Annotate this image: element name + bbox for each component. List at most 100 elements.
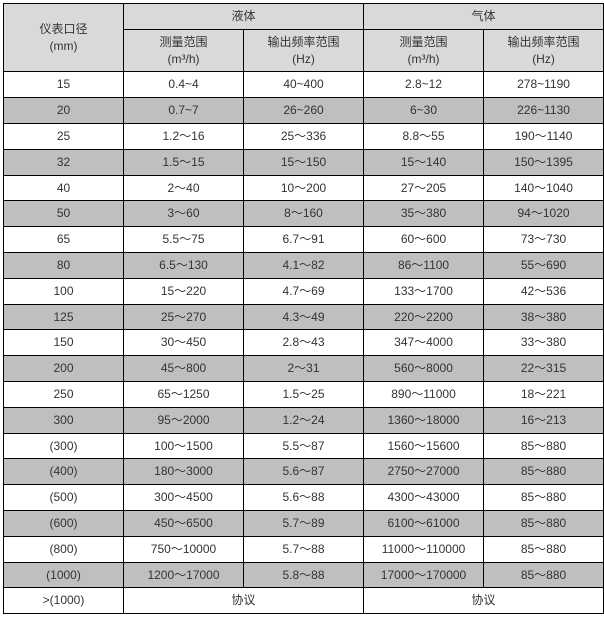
table-body: 150.4~440~4002.8~12278~1190200.7~726~260…	[4, 72, 604, 614]
header-range-unit: (m³/h)	[408, 52, 440, 66]
cell-diameter: 20	[4, 98, 124, 124]
cell-gas-range: 133～1700	[364, 278, 484, 304]
cell-gas-range: 11000～110000	[364, 536, 484, 562]
cell-gas-freq: 140～1040	[484, 175, 604, 201]
cell-gas-range: 1560～15600	[364, 433, 484, 459]
header-range-unit: (m³/h)	[168, 52, 200, 66]
cell-diameter: >(1000)	[4, 588, 124, 614]
table-row: (300)100～15005.5～871560～1560085～880	[4, 433, 604, 459]
cell-gas-freq: 85～880	[484, 485, 604, 511]
cell-gas-freq: 85～880	[484, 510, 604, 536]
cell-liquid-freq: 5.7～89	[244, 510, 364, 536]
header-gas: 气体	[364, 4, 604, 30]
cell-gas-range: 220～2200	[364, 304, 484, 330]
cell-liquid-range: 1.5～15	[124, 149, 244, 175]
table-row: 15030～4502.8～43347～400033～380	[4, 330, 604, 356]
cell-gas-range: 8.8～55	[364, 123, 484, 149]
table-row: 12525～2704.3～49220～220038～380	[4, 304, 604, 330]
header-gas-freq: 输出频率范围 (Hz)	[484, 29, 604, 72]
cell-liquid-range: 3～60	[124, 201, 244, 227]
table-row: 251.2～1625～3368.8～55190～1140	[4, 123, 604, 149]
cell-liquid-range: 0.7~7	[124, 98, 244, 124]
cell-gas-freq: 73～730	[484, 227, 604, 253]
cell-gas-range: 协议	[364, 588, 604, 614]
table-row: (1000)1200～170005.8～8817000～17000085～880	[4, 562, 604, 588]
cell-diameter: 40	[4, 175, 124, 201]
cell-gas-freq: 33～380	[484, 330, 604, 356]
cell-gas-range: 6~30	[364, 98, 484, 124]
cell-gas-freq: 22～315	[484, 356, 604, 382]
cell-gas-range: 6100～61000	[364, 510, 484, 536]
cell-gas-range: 86～1100	[364, 252, 484, 278]
cell-liquid-freq: 4.7～69	[244, 278, 364, 304]
table-header: 仪表口径 (mm) 液体 气体 测量范围 (m³/h) 输出频率范围 (Hz) …	[4, 4, 604, 72]
header-diameter: 仪表口径 (mm)	[4, 4, 124, 72]
cell-gas-freq: 16～213	[484, 407, 604, 433]
cell-diameter: 200	[4, 356, 124, 382]
cell-gas-range: 4300～43000	[364, 485, 484, 511]
cell-diameter: (500)	[4, 485, 124, 511]
cell-gas-range: 890～11000	[364, 381, 484, 407]
cell-gas-freq: 226~1130	[484, 98, 604, 124]
cell-liquid-range: 300～4500	[124, 485, 244, 511]
table-row: 402～4010～20027～205140～1040	[4, 175, 604, 201]
cell-liquid-range: 750～10000	[124, 536, 244, 562]
cell-liquid-range: 25～270	[124, 304, 244, 330]
cell-diameter: 300	[4, 407, 124, 433]
table-row: 25065～12501.5～25890～1100018～221	[4, 381, 604, 407]
cell-liquid-range: 30～450	[124, 330, 244, 356]
cell-liquid-range: 45～800	[124, 356, 244, 382]
cell-gas-range: 17000～170000	[364, 562, 484, 588]
cell-liquid-freq: 25～336	[244, 123, 364, 149]
table-row: >(1000)协议协议	[4, 588, 604, 614]
table-row: 200.7~726~2606~30226~1130	[4, 98, 604, 124]
table-row: 150.4~440~4002.8~12278~1190	[4, 72, 604, 98]
cell-diameter: 100	[4, 278, 124, 304]
cell-liquid-range: 100～1500	[124, 433, 244, 459]
cell-liquid-range: 6.5～130	[124, 252, 244, 278]
cell-diameter: (600)	[4, 510, 124, 536]
header-diameter-unit: (mm)	[50, 39, 78, 53]
table-row: 503～608～16035～38094～1020	[4, 201, 604, 227]
cell-liquid-freq: 5.5～87	[244, 433, 364, 459]
cell-gas-freq: 85～880	[484, 459, 604, 485]
table-row: 10015～2204.7～69133～170042～536	[4, 278, 604, 304]
cell-gas-freq: 94～1020	[484, 201, 604, 227]
cell-gas-range: 35～380	[364, 201, 484, 227]
cell-diameter: (400)	[4, 459, 124, 485]
cell-gas-range: 15～140	[364, 149, 484, 175]
header-diameter-label: 仪表口径	[39, 22, 87, 36]
cell-gas-freq: 38～380	[484, 304, 604, 330]
cell-diameter: (1000)	[4, 562, 124, 588]
spec-table: 仪表口径 (mm) 液体 气体 测量范围 (m³/h) 输出频率范围 (Hz) …	[3, 3, 604, 614]
cell-diameter: 250	[4, 381, 124, 407]
cell-gas-range: 2750～27000	[364, 459, 484, 485]
table-row: (400)180～30005.6～872750～2700085～880	[4, 459, 604, 485]
cell-diameter: 80	[4, 252, 124, 278]
table-row: (500)300～45005.6～884300～4300085～880	[4, 485, 604, 511]
cell-diameter: 25	[4, 123, 124, 149]
cell-gas-freq: 190～1140	[484, 123, 604, 149]
cell-diameter: 150	[4, 330, 124, 356]
table-row: (600)450～65005.7～896100～6100085～880	[4, 510, 604, 536]
cell-gas-range: 1360～18000	[364, 407, 484, 433]
cell-liquid-freq: 2～31	[244, 356, 364, 382]
cell-liquid-freq: 4.1～82	[244, 252, 364, 278]
cell-liquid-freq: 10～200	[244, 175, 364, 201]
cell-liquid-range: 协议	[124, 588, 364, 614]
cell-gas-range: 27～205	[364, 175, 484, 201]
cell-liquid-range: 450～6500	[124, 510, 244, 536]
cell-diameter: 50	[4, 201, 124, 227]
cell-liquid-freq: 5.6～87	[244, 459, 364, 485]
table-row: 655.5～756.7～9160～60073～730	[4, 227, 604, 253]
cell-liquid-range: 15～220	[124, 278, 244, 304]
cell-liquid-freq: 5.6～88	[244, 485, 364, 511]
cell-liquid-freq: 1.2～24	[244, 407, 364, 433]
cell-liquid-freq: 6.7～91	[244, 227, 364, 253]
table-row: 806.5～1304.1～8286～110055～690	[4, 252, 604, 278]
cell-liquid-freq: 4.3～49	[244, 304, 364, 330]
cell-liquid-range: 5.5～75	[124, 227, 244, 253]
cell-gas-freq: 42～536	[484, 278, 604, 304]
header-range-label: 测量范围	[400, 35, 448, 49]
cell-gas-freq: 150～1395	[484, 149, 604, 175]
